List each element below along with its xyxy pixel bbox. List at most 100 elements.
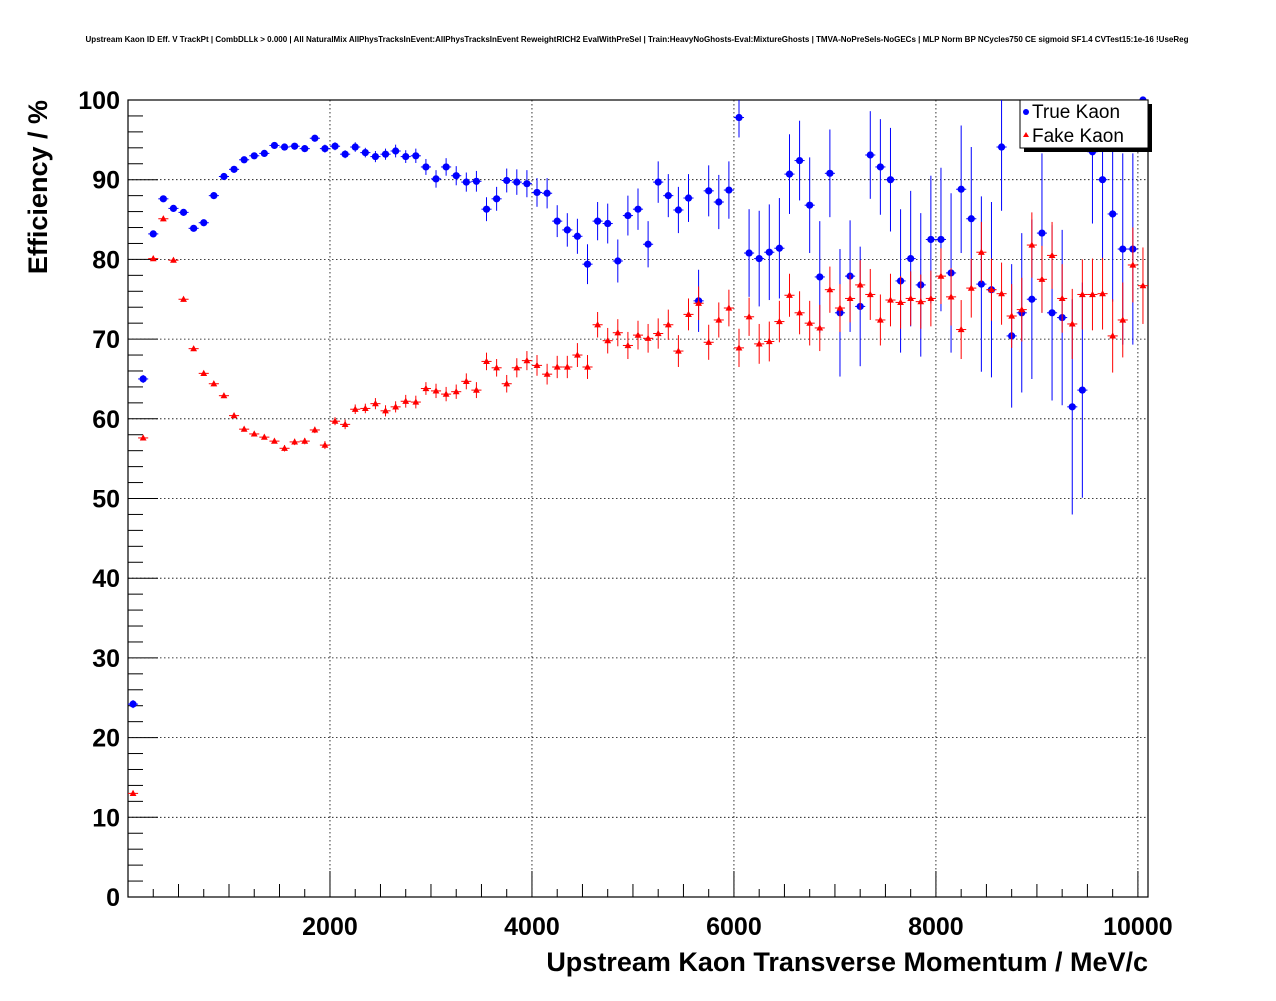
data-point: [937, 235, 945, 244]
data-point: [271, 437, 278, 444]
data-point: [281, 444, 288, 451]
data-point: [664, 192, 672, 200]
data-point: [341, 150, 349, 158]
data-point: [644, 334, 652, 341]
data-point: [351, 405, 359, 412]
data-series: [128, 96, 1148, 796]
data-point: [543, 370, 551, 377]
data-point: [533, 188, 541, 197]
data-point: [331, 417, 339, 424]
data-point: [674, 206, 682, 214]
data-point: [1038, 275, 1046, 282]
data-point: [331, 142, 339, 150]
data-point: [583, 260, 592, 268]
data-point: [1058, 294, 1066, 302]
data-point: [624, 211, 632, 220]
data-point: [513, 178, 521, 186]
data-point: [775, 244, 783, 252]
data-point: [462, 377, 470, 384]
data-point: [594, 217, 602, 225]
data-point: [210, 192, 218, 200]
y-tick-label: 100: [78, 87, 120, 115]
y-tick-label: 0: [106, 884, 120, 912]
data-point: [1129, 261, 1137, 268]
data-point: [462, 178, 470, 186]
x-axis-title: Upstream Kaon Transverse Momentum / MeV/…: [546, 947, 1148, 977]
data-point: [977, 248, 985, 255]
data-point: [573, 232, 582, 240]
data-point: [533, 361, 541, 369]
data-point: [230, 412, 238, 419]
data-point: [129, 789, 137, 796]
data-point: [139, 375, 147, 383]
data-point: [563, 363, 571, 370]
data-point: [321, 441, 329, 448]
data-point: [260, 149, 268, 157]
data-point: [977, 280, 985, 288]
legend-fake-kaon-marker: [1023, 132, 1029, 137]
data-point: [624, 341, 632, 349]
data-point: [634, 205, 642, 213]
data-point: [1098, 176, 1107, 184]
data-point: [392, 403, 400, 410]
data-point: [482, 205, 491, 213]
data-point: [654, 178, 662, 186]
data-point: [371, 152, 380, 161]
data-point: [907, 294, 915, 302]
data-point: [1109, 210, 1117, 218]
data-point: [351, 143, 359, 151]
data-point: [442, 163, 450, 171]
data-point: [785, 170, 794, 178]
data-point: [452, 388, 460, 395]
data-point: [957, 325, 965, 333]
data-point: [866, 290, 874, 298]
data-point: [200, 369, 208, 376]
data-point: [180, 295, 187, 302]
data-point: [775, 317, 783, 325]
data-point: [1008, 312, 1016, 319]
data-point: [250, 152, 258, 160]
legend-true-kaon-marker: [1023, 109, 1029, 115]
data-point: [149, 230, 157, 238]
data-point: [230, 165, 238, 173]
data-point: [392, 147, 400, 155]
data-point: [695, 299, 702, 306]
y-tick-label: 30: [92, 645, 120, 673]
data-point: [412, 398, 420, 405]
data-point: [988, 286, 995, 293]
data-point: [795, 156, 804, 165]
data-point: [250, 430, 258, 437]
data-point: [947, 293, 955, 300]
y-axis-title: Efficiency / %: [23, 100, 53, 274]
data-point: [1068, 403, 1076, 411]
data-point: [806, 201, 814, 209]
series-fake-kaon: [128, 212, 1148, 796]
data-point: [604, 337, 612, 344]
data-point: [806, 319, 814, 326]
y-tick-label: 10: [92, 804, 120, 832]
data-point: [887, 296, 894, 303]
data-point: [129, 700, 137, 708]
data-point: [846, 294, 854, 302]
x-tick-label: 4000: [504, 913, 560, 941]
legend-fake-kaon-label: Fake Kaon: [1032, 126, 1124, 147]
data-point: [937, 272, 945, 279]
data-point: [876, 163, 884, 171]
data-point: [997, 143, 1006, 151]
y-tick-label: 20: [92, 725, 120, 753]
data-point: [644, 240, 652, 248]
data-point: [240, 425, 248, 432]
data-point: [725, 304, 733, 311]
data-point: [402, 152, 410, 161]
data-point: [886, 176, 895, 184]
data-point: [291, 438, 299, 445]
data-point: [442, 390, 450, 397]
data-point: [139, 434, 147, 441]
data-point: [361, 404, 369, 412]
data-point: [927, 235, 935, 244]
data-point: [745, 313, 753, 320]
data-point: [301, 145, 309, 153]
data-point: [1018, 306, 1026, 313]
plot-title: Upstream Kaon ID Eff. V TrackPt | CombDL…: [86, 35, 1189, 44]
